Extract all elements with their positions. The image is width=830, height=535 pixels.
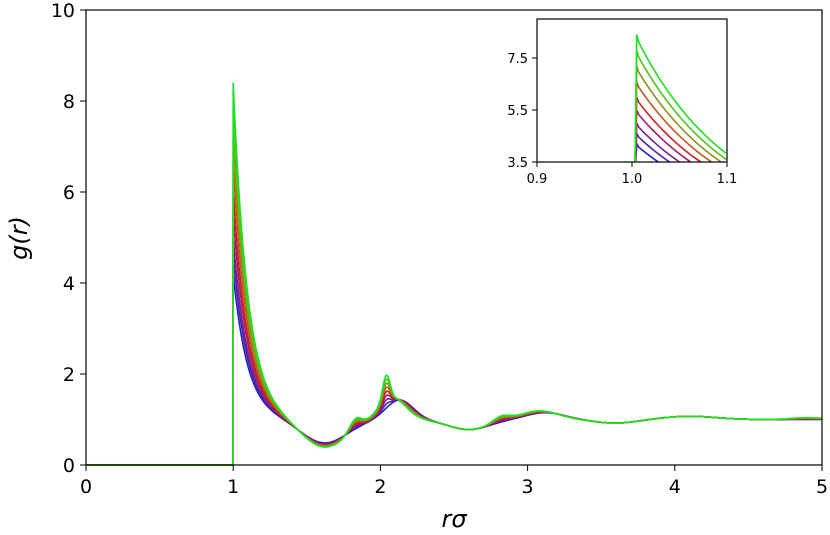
inset-x-axis: 0.9 1.0 1.1 xyxy=(527,162,738,187)
main-series-line xyxy=(86,273,822,466)
inset-x-tick-label: 0.9 xyxy=(527,172,548,187)
main-series-line xyxy=(86,110,823,466)
inset-y-tick-label: 5.5 xyxy=(507,104,528,119)
inset-series-line xyxy=(634,141,660,162)
main-y-axis: 0 2 4 6 8 10 xyxy=(51,0,86,477)
x-tick-label: 4 xyxy=(669,476,681,498)
y-tick-label: 6 xyxy=(63,182,75,204)
inset-series-line xyxy=(634,34,727,162)
inset-series-line xyxy=(634,109,693,162)
inset-background xyxy=(537,19,727,162)
main-series-group xyxy=(86,82,823,466)
inset-series-line xyxy=(634,96,703,162)
y-axis-title: g(r) xyxy=(5,216,33,260)
main-series-line xyxy=(86,191,823,466)
inset-series-line xyxy=(634,49,727,162)
inset-series-group xyxy=(634,34,727,162)
main-plot-frame xyxy=(85,9,823,466)
inset-x-tick-label: 1.0 xyxy=(622,172,643,187)
inset-series-line xyxy=(634,122,681,162)
y-tick-label: 8 xyxy=(63,91,75,113)
main-series-line xyxy=(86,82,823,466)
inset-series-line xyxy=(634,130,671,162)
x-tick-label: 2 xyxy=(374,476,386,498)
inset-x-tick-label: 1.1 xyxy=(717,172,738,187)
main-series-line xyxy=(86,237,823,466)
inset-series-line xyxy=(634,65,723,162)
y-tick-label: 10 xyxy=(51,0,75,22)
main-series-line xyxy=(86,164,823,466)
y-tick-label: 2 xyxy=(63,364,75,386)
x-tick-label: 1 xyxy=(227,476,239,498)
inset-y-tick-label: 3.5 xyxy=(507,156,528,171)
x-tick-label: 5 xyxy=(816,476,828,498)
inset-y-axis: 3.5 5.5 7.5 xyxy=(507,52,537,171)
inset-y-tick-label: 7.5 xyxy=(507,52,528,67)
x-axis-title: rσ xyxy=(441,505,467,533)
x-tick-label: 0 xyxy=(80,476,92,498)
main-x-axis: 0 1 2 3 4 5 xyxy=(80,465,828,498)
y-tick-label: 0 xyxy=(63,455,75,477)
x-tick-label: 3 xyxy=(522,476,534,498)
main-series-line xyxy=(86,255,822,466)
y-tick-label: 4 xyxy=(63,273,75,295)
main-series-line xyxy=(86,137,823,466)
